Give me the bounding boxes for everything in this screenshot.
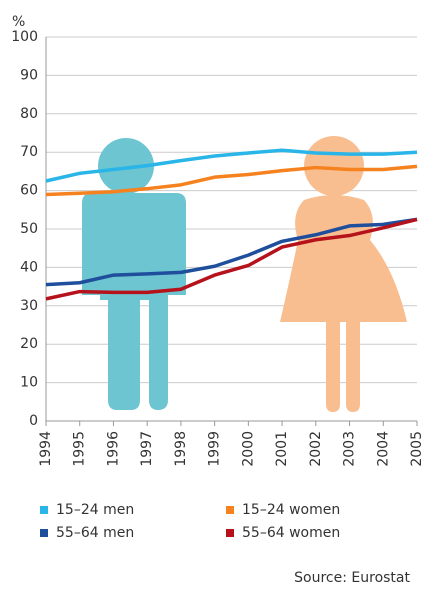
x-tick-label: 2003	[342, 431, 358, 467]
legend-swatch	[40, 506, 48, 514]
y-tick-label: 30	[20, 298, 38, 314]
man-body	[82, 193, 186, 410]
legend-label: 55–64 women	[242, 525, 340, 541]
x-tick-label: 1995	[72, 431, 88, 467]
series-line	[45, 164, 418, 197]
woman-head	[304, 136, 364, 196]
x-tick-label: 1996	[105, 431, 121, 467]
x-tick-label: 2002	[308, 431, 324, 467]
y-tick-label: 50	[20, 221, 38, 237]
x-tick-label: 2005	[409, 431, 425, 467]
legend-label: 15–24 women	[242, 502, 340, 518]
source: Source: Eurostat	[294, 570, 410, 586]
y-tick-label: 90	[20, 67, 38, 83]
legend-label: 55–64 men	[56, 525, 134, 541]
y-tick-label: 80	[20, 106, 38, 122]
x-tick-label: 2000	[240, 431, 256, 467]
figures	[82, 136, 407, 412]
y-tick-label: 20	[20, 336, 38, 352]
x-tick-label: 1994	[38, 431, 54, 467]
woman-body	[280, 195, 407, 322]
series-line	[45, 148, 418, 183]
man-head	[98, 138, 154, 194]
series-line	[45, 217, 418, 301]
legend-swatch	[226, 506, 234, 514]
y-tick-label: 40	[20, 259, 38, 275]
y-tick-label: 0	[29, 413, 38, 429]
x-tick-label: 1997	[139, 431, 155, 467]
legend-swatch	[226, 529, 234, 537]
y-tick-label: 70	[20, 144, 38, 160]
legend-label: 15–24 men	[56, 502, 134, 518]
series-line	[45, 217, 418, 287]
x-tick-label: 2001	[274, 431, 290, 467]
woman-legs	[326, 322, 360, 412]
y-tick-label: 10	[20, 375, 38, 391]
x-tick-label: 1999	[207, 431, 223, 467]
y-axis-label: %	[12, 14, 25, 30]
legend-swatch	[40, 529, 48, 537]
y-tick-label: 60	[20, 183, 38, 199]
x-tick-label: 1998	[173, 431, 189, 467]
y-tick-label: 100	[11, 29, 38, 45]
x-tick-label: 2004	[375, 431, 391, 467]
